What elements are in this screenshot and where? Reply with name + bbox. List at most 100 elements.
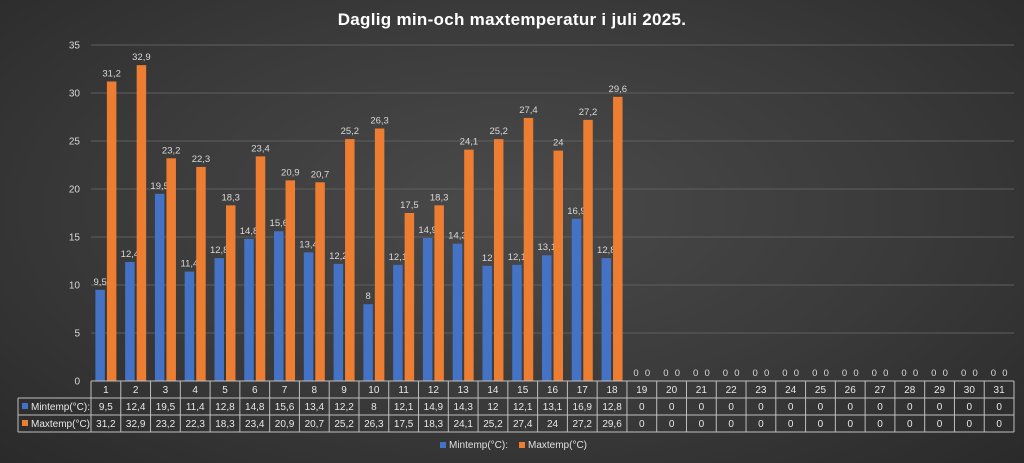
data-label: 0 xyxy=(782,368,787,379)
table-cell: 0 xyxy=(967,402,973,413)
x-tick-label: 3 xyxy=(163,385,169,396)
bar-min xyxy=(333,263,344,381)
data-label: 18,3 xyxy=(430,192,449,203)
y-tick-label: 10 xyxy=(69,281,81,292)
table-cell: 22,3 xyxy=(185,419,205,430)
bar-min xyxy=(184,271,195,381)
data-label: 0 xyxy=(913,368,918,379)
table-cell: 12 xyxy=(487,402,499,413)
data-label: 25,2 xyxy=(341,126,360,137)
bar-min xyxy=(452,243,463,381)
data-label: 24 xyxy=(553,138,564,149)
table-series-name: Maxtemp(°C) xyxy=(31,419,90,430)
table-cell: 18,3 xyxy=(424,419,444,430)
table-cell: 20,7 xyxy=(305,419,325,430)
table-cell: 12,2 xyxy=(334,402,354,413)
data-label: 31,2 xyxy=(102,68,121,79)
data-label: 13,1 xyxy=(538,242,557,253)
x-tick-label: 22 xyxy=(726,385,738,396)
y-tick-label: 0 xyxy=(74,377,80,388)
data-label: 23,2 xyxy=(162,145,181,156)
data-label: 0 xyxy=(901,368,906,379)
bar-min xyxy=(571,218,582,381)
legend-swatch xyxy=(440,442,446,448)
table-cell: 26,3 xyxy=(364,419,384,430)
table-cell: 18,3 xyxy=(215,419,235,430)
data-label: 17,5 xyxy=(400,200,419,211)
table-cell: 20,9 xyxy=(275,419,295,430)
x-tick-label: 18 xyxy=(606,385,618,396)
x-tick-label: 14 xyxy=(487,385,499,396)
table-cell: 14,3 xyxy=(453,402,473,413)
table-cell: 12,1 xyxy=(513,402,533,413)
data-label: 0 xyxy=(972,368,977,379)
x-tick-label: 4 xyxy=(192,385,198,396)
data-label: 0 xyxy=(824,368,829,379)
bar-min xyxy=(274,231,284,381)
data-label: 0 xyxy=(872,368,877,379)
data-label: 12,4 xyxy=(121,249,140,260)
data-label: 0 xyxy=(842,368,847,379)
y-tick-label: 25 xyxy=(69,137,81,148)
y-tick-label: 5 xyxy=(74,329,80,340)
data-label: 22,3 xyxy=(192,154,211,165)
table-cell: 9,5 xyxy=(99,402,113,413)
table-cell: 25,2 xyxy=(334,419,354,430)
table-legend-key xyxy=(22,420,28,426)
table-cell: 12,4 xyxy=(126,402,146,413)
x-tick-label: 23 xyxy=(755,385,767,396)
table-legend-key xyxy=(22,403,28,409)
data-label: 12,2 xyxy=(329,251,348,262)
table-cell: 32,9 xyxy=(126,419,146,430)
bar-max xyxy=(493,139,504,381)
table-cell: 13,4 xyxy=(305,402,325,413)
data-label: 25,2 xyxy=(489,126,508,137)
bar-min xyxy=(214,258,224,381)
data-label: 11,4 xyxy=(181,259,199,270)
data-label: 0 xyxy=(723,368,728,379)
data-label: 8 xyxy=(365,291,370,302)
table-cell: 0 xyxy=(758,402,764,413)
x-tick-label: 12 xyxy=(428,385,440,396)
table-cell: 12,8 xyxy=(215,402,235,413)
bar-max xyxy=(613,96,623,381)
table-cell: 0 xyxy=(937,402,943,413)
table-cell: 29,6 xyxy=(602,419,622,430)
data-label: 0 xyxy=(794,368,799,379)
x-tick-label: 16 xyxy=(547,385,559,396)
bar-max xyxy=(106,81,117,381)
table-cell: 27,4 xyxy=(513,419,533,430)
x-tick-label: 25 xyxy=(815,385,827,396)
data-label: 0 xyxy=(675,368,680,379)
table-cell: 12,1 xyxy=(394,402,414,413)
bar-max xyxy=(553,150,563,381)
data-label: 13,4 xyxy=(299,239,318,250)
table-cell: 0 xyxy=(669,402,675,413)
x-tick-label: 31 xyxy=(994,385,1006,396)
bar-min xyxy=(125,261,135,381)
bar-min xyxy=(512,264,522,381)
data-label: 26,3 xyxy=(370,116,389,127)
table-cell: 25,2 xyxy=(483,419,503,430)
data-label: 0 xyxy=(753,368,758,379)
table-cell: 0 xyxy=(818,419,824,430)
bar-max xyxy=(345,139,355,381)
x-tick-label: 9 xyxy=(341,385,347,396)
table-cell: 8 xyxy=(371,402,377,413)
data-label: 0 xyxy=(812,368,817,379)
table-cell: 23,4 xyxy=(245,419,265,430)
bar-max xyxy=(225,205,236,381)
bar-max xyxy=(166,158,176,381)
data-label: 16,9 xyxy=(567,206,586,217)
table-cell: 16,9 xyxy=(573,402,593,413)
chart-title: Daglig min-och maxtemperatur i juli 2025… xyxy=(337,10,687,29)
table-cell: 15,6 xyxy=(275,402,295,413)
bar-min xyxy=(154,193,165,381)
table-cell: 27,2 xyxy=(573,419,593,430)
x-tick-label: 28 xyxy=(904,385,916,396)
data-label: 32,9 xyxy=(132,52,151,63)
data-label: 24,1 xyxy=(460,137,479,148)
data-label: 0 xyxy=(943,368,948,379)
data-label: 0 xyxy=(991,368,996,379)
bar-max xyxy=(136,65,147,381)
